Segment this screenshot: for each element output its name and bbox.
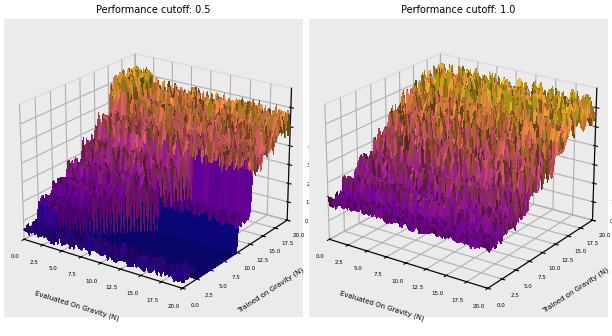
X-axis label: Evaluated On Gravity (N): Evaluated On Gravity (N) <box>34 289 119 322</box>
Y-axis label: Trained on Gravity (N): Trained on Gravity (N) <box>237 266 305 314</box>
Title: Performance cutoff: 1.0: Performance cutoff: 1.0 <box>401 5 516 15</box>
X-axis label: Evaluated On Gravity (N): Evaluated On Gravity (N) <box>339 289 425 322</box>
Title: Performance cutoff: 0.5: Performance cutoff: 0.5 <box>96 5 211 15</box>
Y-axis label: Trained on Gravity (N): Trained on Gravity (N) <box>542 266 610 314</box>
